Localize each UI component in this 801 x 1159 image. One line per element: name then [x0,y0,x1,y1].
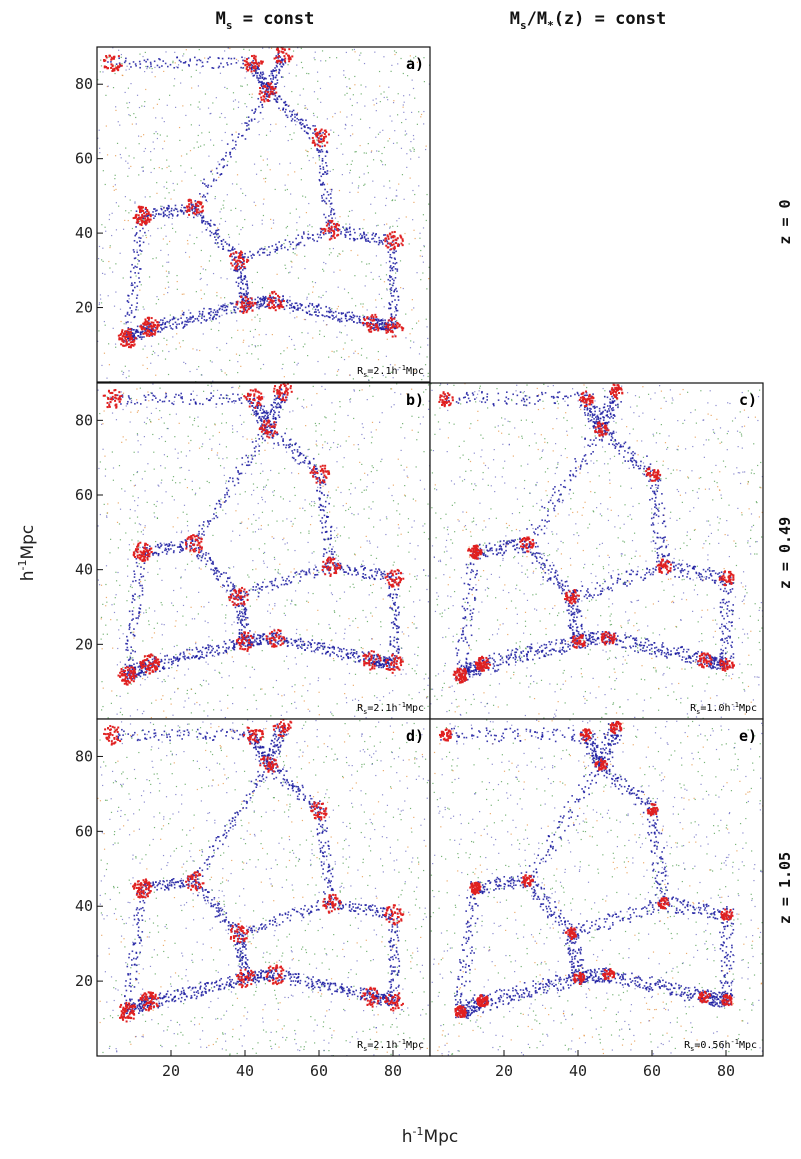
sheet-void-particles [99,383,430,719]
x-tick-label: 60 [643,1062,661,1080]
y-tick-label: 20 [75,635,93,653]
particle-field [430,719,763,1056]
y-axis-label: h-1Mpc [16,525,38,582]
panel-letter: d) [406,727,424,745]
smoothing-radius-label: Rs=2.1h-1Mpc [357,1038,424,1053]
panel-c: c) Rs=1.0h-1Mpc [429,382,764,720]
particle-field [97,383,430,719]
cluster-particles [103,719,405,1023]
x-tick-label: 80 [717,1062,735,1080]
y-tick-label: 20 [75,299,93,317]
x-tick-label: 40 [569,1062,587,1080]
panel-letter: e) [739,727,757,745]
cluster-particles [103,47,405,349]
y-tick-label: 40 [75,561,93,579]
y-tick-label: 40 [75,224,93,242]
particle-field [430,383,763,719]
x-tick-label: 60 [310,1062,328,1080]
sheet-void-particles [97,720,430,1056]
y-tick-label: 80 [75,75,93,93]
row-label-z049: z = 0.49 [776,517,794,589]
cluster-particles [438,383,735,684]
y-tick-label: 60 [75,486,93,504]
x-tick-label: 40 [236,1062,254,1080]
y-tick-label: 80 [75,411,93,429]
x-tick-label: 20 [162,1062,180,1080]
row-label-z0: z = 0 [776,199,794,244]
panel-b: 20 40 60 80 b) Rs=2.1h-1Mpc [75,382,431,720]
row-label-z105: z = 1.05 [776,852,794,924]
particle-field [97,719,430,1056]
column-title-left: Ms = const [216,9,315,32]
y-tick-label: 60 [75,150,93,168]
panel-frame [429,718,764,1057]
cluster-particles [438,720,734,1018]
smoothing-radius-label: Rs=2.1h-1Mpc [357,701,424,716]
smoothing-radius-label: Rs=1.0h-1Mpc [690,701,757,716]
column-title-right: Ms/M*(z) = const [510,9,667,32]
panel-a: 20 40 60 80 a) Rs=2.1h-1Mpc [75,46,431,383]
y-tick-label: 20 [75,972,93,990]
panel-letter: c) [739,391,757,409]
x-axis-label: h-1Mpc [402,1125,459,1147]
smoothing-radius-label: Rs=0.56h-1Mpc [684,1038,757,1053]
y-tick-label: 80 [75,747,93,765]
x-tick-label: 20 [495,1062,513,1080]
x-tick-label: 80 [384,1062,402,1080]
panel-frame [96,46,431,383]
panel-e: 20 40 60 80 e) Rs=0.56h-1Mpc [429,718,764,1080]
y-tick-label: 60 [75,822,93,840]
cluster-particles [102,383,405,686]
panel-letter: b) [406,391,424,409]
panel-d: 20 40 60 80 20 40 60 80 d) Rs=2.1h-1Mpc [75,718,431,1080]
panel-letter: a) [406,55,424,73]
sheet-void-particles [430,719,763,1056]
y-tick-label: 40 [75,897,93,915]
particle-field [97,47,430,382]
filament-particles [97,47,430,382]
smoothing-radius-label: Rs=2.1h-1Mpc [357,364,424,379]
sheet-void-particles [97,47,430,382]
